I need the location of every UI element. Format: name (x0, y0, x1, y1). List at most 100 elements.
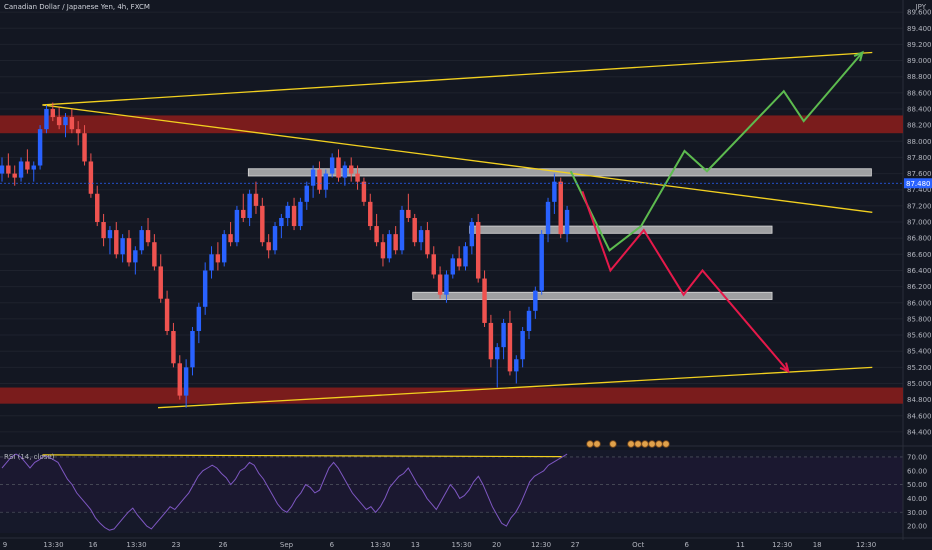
price-tick-label: 86.000 (907, 299, 932, 307)
price-tick-label: 85.800 (907, 315, 932, 323)
price-tick-label: 84.400 (907, 428, 932, 436)
price-tick-label: 89.200 (907, 41, 932, 49)
price-tick-label: 87.200 (907, 202, 932, 210)
candle-body (171, 331, 176, 364)
price-tick-label: 87.000 (907, 219, 932, 227)
price-tick-label: 87.600 (907, 170, 932, 178)
candle-body (95, 193, 100, 223)
candle-body (215, 254, 221, 263)
candle-body (368, 201, 373, 227)
candle-body (380, 242, 386, 259)
level-zone (412, 291, 773, 300)
economic-event-icon (634, 440, 642, 448)
price-tick-label: 84.800 (907, 396, 932, 404)
price-axis[interactable]: 89.600 89.400 89.200 89.000 88.800 88.600 88.4… (907, 9, 932, 531)
economic-event-icon (586, 440, 594, 448)
candle-body (304, 185, 309, 202)
candle-body (317, 169, 322, 190)
bearish-projection-arrowhead (779, 362, 790, 374)
candle-body (355, 173, 360, 182)
candle-body (374, 226, 379, 243)
candle-body (177, 363, 183, 396)
candle-body (56, 117, 62, 126)
candle-body (126, 238, 132, 263)
time-tick-label: 27 (571, 541, 580, 549)
price-tick-label: 85.400 (907, 348, 932, 356)
candle-body (75, 129, 81, 134)
candle-body (37, 129, 43, 166)
time-tick-label: 16 (88, 541, 97, 549)
rsi-tick-label: 30.00 (907, 509, 927, 517)
candle-body (82, 133, 87, 162)
price-tick-label: 88.400 (907, 105, 932, 113)
bullish-projection-arrowhead (853, 50, 864, 62)
candle-body (526, 310, 532, 332)
candle-body (152, 242, 157, 267)
event-icons[interactable] (586, 440, 670, 448)
candle-body (564, 209, 570, 235)
time-tick-label: 18 (813, 541, 822, 549)
candle-body (387, 234, 392, 259)
candle-body (279, 217, 284, 227)
price-tick-label: 86.400 (907, 267, 932, 275)
price-tick-label: 86.600 (907, 251, 932, 259)
price-tick-label: 89.600 (907, 9, 932, 17)
trendlines (42, 51, 873, 409)
candle-body (348, 165, 354, 174)
economic-event-icon (648, 440, 656, 448)
symbol-title[interactable]: Canadian Dollar / Japanese Yen, 4h, FXCM (4, 3, 150, 11)
supply-demand-zone (0, 387, 903, 404)
candle-body (329, 157, 335, 174)
time-tick-label: 20 (492, 541, 501, 549)
candle-body (145, 230, 151, 243)
candle-body (44, 108, 49, 130)
candle-body (190, 331, 195, 368)
time-tick-label: 9 (3, 541, 7, 549)
last-price-box (904, 178, 932, 189)
candle-body (234, 209, 240, 243)
candle-body (12, 173, 17, 178)
trendline (42, 104, 873, 213)
candle-body (399, 209, 405, 251)
economic-event-icon (627, 440, 635, 448)
candle-body (202, 270, 208, 307)
price-tick-label: 84.600 (907, 412, 932, 420)
economic-event-icon (593, 440, 601, 448)
rsi-tick-label: 50.00 (907, 481, 927, 489)
candle-body (107, 230, 113, 239)
candle-body (228, 234, 233, 243)
candle-body (558, 181, 563, 235)
candle-body (222, 234, 227, 263)
candle-body (418, 230, 424, 243)
candle-body (552, 181, 557, 202)
candle-body (260, 205, 265, 243)
candle-body (18, 161, 24, 178)
candle-body (133, 250, 138, 263)
candle-body (291, 205, 297, 227)
economic-event-icon (655, 440, 663, 448)
bearish-projection (581, 190, 790, 373)
last-price-label: 87.480 (906, 180, 931, 188)
time-tick-label: 15:30 (452, 541, 472, 549)
candle-body (120, 238, 125, 255)
time-tick-label: 13 (411, 541, 420, 549)
time-axis[interactable]: 9 13:30 16 13:30 23 26 Sep 6 13:30 13 15:30 20 12:30… (0, 537, 932, 549)
candle-body (253, 193, 259, 206)
time-tick-label: 23 (172, 541, 181, 549)
economic-event-icon (662, 440, 670, 448)
candles (0, 102, 570, 408)
rsi-title[interactable]: RSI (14, close) (4, 453, 55, 461)
price-tick-label: 88.000 (907, 138, 932, 146)
candle-body (323, 173, 329, 190)
candle-body (6, 165, 11, 174)
candle-body (164, 298, 170, 332)
price-tick-label: 85.600 (907, 332, 932, 340)
candle-body (31, 165, 36, 170)
time-tick-label: 13:30 (126, 541, 146, 549)
level-zone (469, 225, 773, 234)
candle-body (406, 209, 411, 218)
trendline (157, 366, 873, 409)
time-tick-label: 13:30 (370, 541, 390, 549)
rsi-tick-label: 20.00 (907, 523, 927, 531)
